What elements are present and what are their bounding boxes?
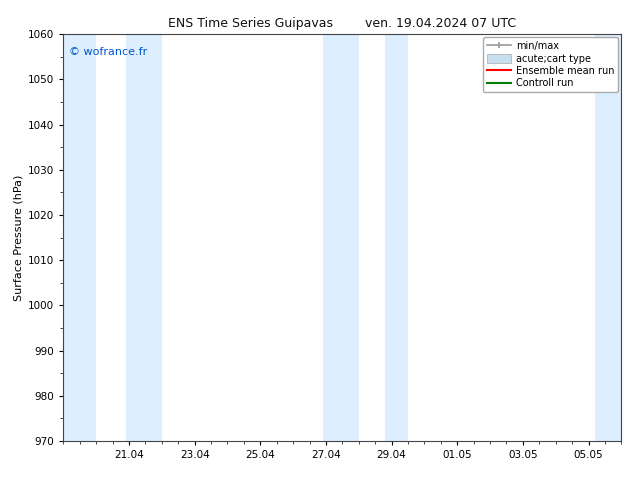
Bar xyxy=(385,34,408,441)
Y-axis label: Surface Pressure (hPa): Surface Pressure (hPa) xyxy=(14,174,24,301)
Legend: min/max, acute;cart type, Ensemble mean run, Controll run: min/max, acute;cart type, Ensemble mean … xyxy=(483,37,618,92)
Bar xyxy=(595,34,621,441)
Bar xyxy=(323,34,359,441)
Bar xyxy=(126,34,162,441)
Title: ENS Time Series Guipavas        ven. 19.04.2024 07 UTC: ENS Time Series Guipavas ven. 19.04.2024… xyxy=(168,17,517,30)
Bar xyxy=(63,34,96,441)
Text: © wofrance.fr: © wofrance.fr xyxy=(69,47,147,56)
